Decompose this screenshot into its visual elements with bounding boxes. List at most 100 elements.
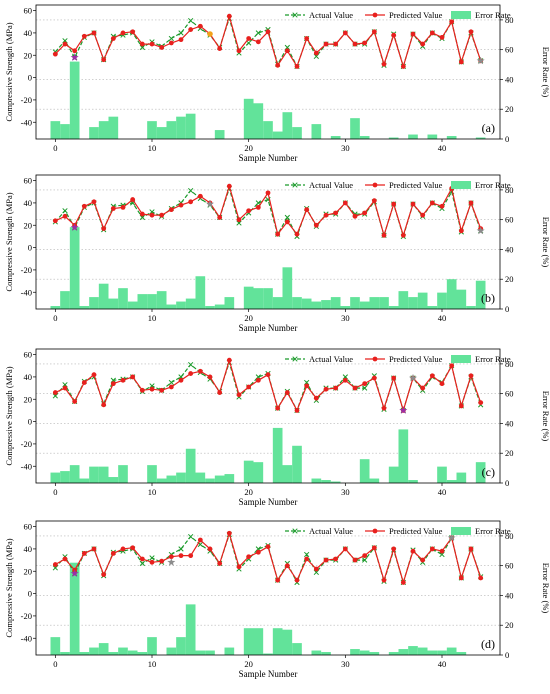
error-bar: [205, 478, 215, 483]
predicted-point: [275, 231, 281, 237]
y-axis-label: Compressive Strength (MPa): [4, 366, 14, 465]
error-bar: [50, 472, 61, 483]
y-axis-label: Compressive Strength (MPa): [4, 192, 14, 291]
predicted-point: [236, 217, 242, 223]
x-tick-label: 40: [438, 143, 447, 153]
y2-tick-label: 0: [505, 304, 509, 314]
predicted-point: [352, 557, 358, 563]
predicted-point: [284, 390, 290, 395]
predicted-point: [110, 36, 116, 41]
highlight-star: [399, 406, 408, 414]
error-bar: [205, 650, 215, 655]
error-bar: [311, 650, 322, 655]
error-bar: [243, 628, 254, 655]
error-bar: [282, 629, 293, 655]
error-bar: [408, 134, 418, 139]
error-bar: [60, 124, 70, 139]
predicted-point: [323, 557, 329, 563]
error-bar: [60, 471, 70, 483]
predicted-point: [255, 204, 261, 210]
error-bar: [253, 628, 264, 655]
predicted-point: [458, 59, 464, 65]
panel-label: (b): [481, 291, 495, 305]
y2-axis-label: Error Rate (%): [541, 47, 550, 98]
predicted-point: [265, 544, 271, 550]
error-bar: [359, 459, 370, 483]
error-bar: [272, 297, 283, 309]
actual-point: [168, 35, 174, 42]
error-bar: [185, 448, 196, 483]
y-tick-label: -40: [21, 461, 32, 471]
error-bar: [147, 637, 157, 655]
y-tick-label: 0: [28, 243, 32, 253]
error-bar: [137, 294, 148, 309]
x-tick-label: 30: [341, 143, 350, 153]
legend-error-label: Error Rate: [475, 354, 511, 364]
error-bar: [292, 643, 302, 655]
x-tick-label: 40: [438, 659, 447, 669]
predicted-point: [381, 577, 387, 583]
highlight-star: [447, 533, 456, 542]
predicted-point: [275, 62, 281, 68]
predicted-point: [246, 36, 252, 41]
y-tick-label: -20: [21, 439, 32, 449]
error-bar: [127, 301, 138, 309]
y-tick-label: 40: [24, 372, 33, 382]
predicted-point: [207, 374, 213, 380]
predicted-line: [55, 358, 482, 413]
legend-predicted-marker: [372, 12, 378, 18]
predicted-point: [429, 200, 435, 206]
legend: Actual Value Predicted Value Error Rate: [285, 180, 511, 190]
actual-line: [54, 360, 482, 413]
predicted-point: [197, 193, 203, 199]
predicted-point: [149, 559, 155, 565]
predicted-point: [410, 31, 416, 37]
legend-predicted-marker: [372, 356, 378, 362]
y2-tick-label: 20: [505, 274, 514, 284]
legend-predicted-label: Predicted Value: [389, 354, 443, 364]
y-tick-label: 40: [24, 544, 33, 554]
predicted-point: [449, 363, 455, 369]
error-bar: [185, 113, 196, 139]
y2-tick-label: 20: [505, 620, 514, 630]
error-bar: [69, 465, 80, 483]
predicted-point: [52, 218, 58, 224]
y-tick-label: -20: [21, 265, 32, 275]
error-bar: [446, 136, 457, 139]
error-bar: [272, 131, 283, 139]
predicted-point: [207, 546, 213, 552]
x-axis-label: Sample Number: [239, 497, 298, 507]
predicted-point: [236, 392, 242, 398]
error-bar: [176, 301, 186, 309]
actual-point: [284, 214, 290, 221]
predicted-point: [72, 48, 78, 54]
legend-actual-marker: [292, 182, 298, 188]
predicted-point: [110, 381, 116, 387]
x-tick-label: 40: [438, 487, 447, 497]
error-bar: [388, 137, 399, 139]
predicted-point: [342, 546, 348, 552]
predicted-point: [159, 387, 165, 393]
error-bar: [359, 301, 370, 309]
predicted-point: [72, 399, 78, 404]
predicted-line: [54, 14, 482, 69]
predicted-point: [323, 386, 329, 392]
predicted-point: [294, 231, 300, 237]
predicted-point: [333, 385, 339, 391]
predicted-point: [246, 554, 252, 560]
highlight-star: [167, 558, 176, 566]
predicted-point: [81, 550, 87, 556]
legend-error-swatch: [451, 527, 471, 535]
predicted-point: [410, 548, 416, 554]
highlight-star: [409, 373, 417, 382]
error-bar: [60, 652, 70, 655]
legend-predicted-marker: [372, 528, 378, 534]
error-bar: [292, 127, 302, 139]
actual-point: [255, 30, 261, 36]
error-bar: [427, 134, 438, 139]
error-bar: [321, 480, 331, 483]
predicted-point: [101, 402, 107, 408]
error-bar: [147, 121, 157, 139]
error-bar: [108, 298, 119, 309]
error-bar: [156, 291, 167, 309]
